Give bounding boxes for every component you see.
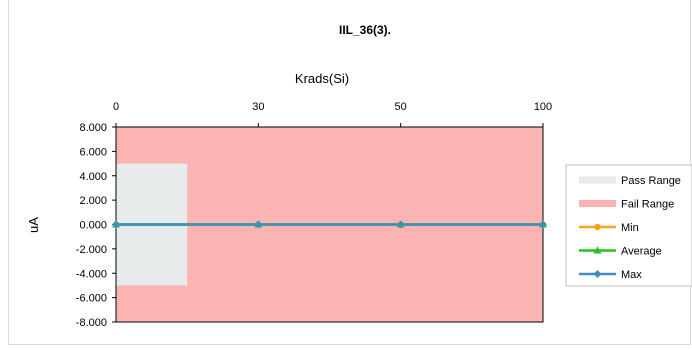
legend-label-fail-range: Fail Range [621, 199, 674, 211]
legend-marker-average [593, 246, 602, 254]
chart-title: IIL_36(3). [339, 23, 391, 37]
x-tick-label: 0 [113, 101, 119, 113]
legend-swatch-pass-range [579, 176, 616, 184]
y-tick-label: 2.000 [79, 195, 107, 207]
y-tick-label: 0.000 [79, 220, 107, 232]
y-tick-label: 6.000 [79, 146, 107, 158]
data-point-max [539, 220, 547, 229]
x-axis-title: Krads(Si) [295, 71, 349, 86]
legend-label-min: Min [621, 222, 639, 234]
legend-label-average: Average [621, 246, 662, 258]
y-tick-label: -2.000 [76, 244, 107, 256]
legend-box [565, 164, 692, 287]
y-tick-label: -4.000 [76, 268, 107, 280]
y-axis: 8.000 6.000 4.000 2.000 0.000 -2.000 -4.000 -6.… [76, 122, 116, 329]
legend-marker-max [593, 270, 602, 278]
x-tick-label: 100 [534, 101, 552, 113]
data-point-max [112, 220, 120, 229]
legend: Pass Range Fail Range Min Average Max [565, 164, 692, 287]
x-tick-label: 50 [395, 101, 407, 113]
legend-label-pass-range: Pass Range [621, 175, 681, 187]
x-axis: 0 30 50 100 [113, 101, 552, 127]
series-layer [112, 220, 547, 229]
y-tick-label: 4.000 [79, 171, 107, 183]
chart-frame: IIL_36(3). Krads(Si) uA 0 30 50 100 8.000 6.… [8, 0, 692, 345]
y-tick-label: -8.000 [76, 317, 107, 329]
legend-label-max: Max [621, 269, 642, 281]
y-axis-title: uA [26, 217, 41, 233]
data-point-max [396, 220, 405, 229]
legend-marker-min [594, 223, 601, 231]
chart-svg: IIL_36(3). Krads(Si) uA 0 30 50 100 8.000 6.… [26, 23, 692, 329]
y-tick-label: 8.000 [79, 122, 107, 134]
x-tick-label: 30 [252, 101, 264, 113]
y-tick-label: -6.000 [76, 293, 107, 305]
legend-swatch-fail-range [579, 200, 616, 207]
